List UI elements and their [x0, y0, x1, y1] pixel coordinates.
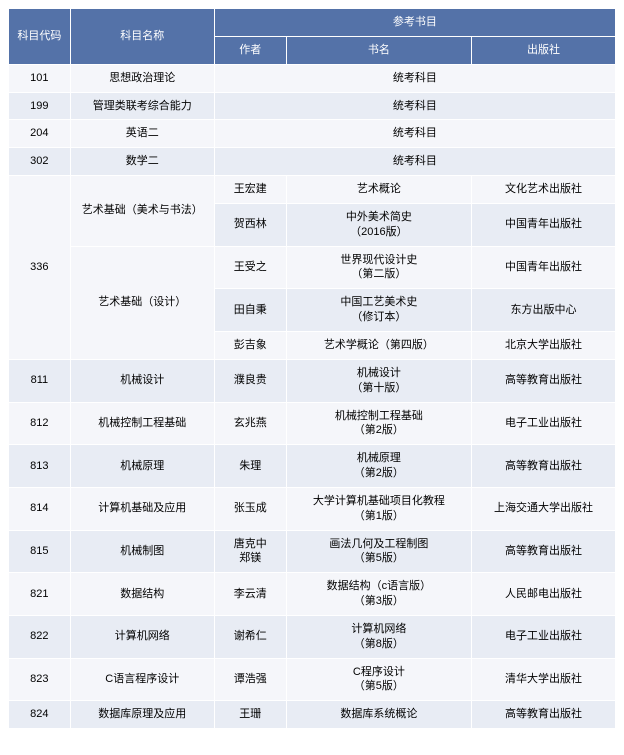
cell-publisher: 中国青年出版社	[471, 203, 615, 246]
cell-publisher: 电子工业出版社	[471, 402, 615, 445]
cell-book: C程序设计（第5版）	[286, 658, 471, 701]
cell-publisher: 高等教育出版社	[471, 445, 615, 488]
cell-book: 计算机网络（第8版）	[286, 615, 471, 658]
cell-book: 数据库系统概论	[286, 701, 471, 729]
cell-publisher: 电子工业出版社	[471, 615, 615, 658]
table-body: 101 思想政治理论 统考科目 199 管理类联考综合能力 统考科目 204 英…	[9, 64, 616, 728]
cell-book: 画法几何及工程制图（第5版）	[286, 530, 471, 573]
cell-code: 811	[9, 359, 71, 402]
cell-code: 814	[9, 487, 71, 530]
table-row: 204 英语二 统考科目	[9, 120, 616, 148]
cell-uniform: 统考科目	[214, 148, 615, 176]
cell-author: 张玉成	[214, 487, 286, 530]
cell-publisher: 文化艺术出版社	[471, 176, 615, 204]
cell-code: 823	[9, 658, 71, 701]
cell-code: 813	[9, 445, 71, 488]
cell-author: 朱理	[214, 445, 286, 488]
cell-code: 199	[9, 92, 71, 120]
cell-name: 计算机网络	[70, 615, 214, 658]
cell-uniform: 统考科目	[214, 64, 615, 92]
cell-book: 世界现代设计史（第二版）	[286, 246, 471, 289]
cell-author: 王宏建	[214, 176, 286, 204]
cell-book: 机械控制工程基础（第2版）	[286, 402, 471, 445]
cell-name: 计算机基础及应用	[70, 487, 214, 530]
th-book: 书名	[286, 36, 471, 64]
cell-publisher: 人民邮电出版社	[471, 573, 615, 616]
th-publisher: 出版社	[471, 36, 615, 64]
cell-author: 彭吉象	[214, 331, 286, 359]
cell-name: 数据结构	[70, 573, 214, 616]
cell-name: 机械设计	[70, 359, 214, 402]
cell-publisher: 高等教育出版社	[471, 530, 615, 573]
table-row: 813 机械原理 朱理 机械原理（第2版） 高等教育出版社	[9, 445, 616, 488]
cell-author: 李云清	[214, 573, 286, 616]
table-row: 824 数据库原理及应用 王珊 数据库系统概论 高等教育出版社	[9, 701, 616, 729]
cell-publisher: 高等教育出版社	[471, 701, 615, 729]
cell-code: 302	[9, 148, 71, 176]
cell-name: 英语二	[70, 120, 214, 148]
cell-book: 中国工艺美术史（修订本）	[286, 289, 471, 332]
cell-code: 824	[9, 701, 71, 729]
cell-author: 玄兆燕	[214, 402, 286, 445]
cell-code: 822	[9, 615, 71, 658]
th-author: 作者	[214, 36, 286, 64]
cell-name: 艺术基础（设计）	[70, 246, 214, 359]
subject-reference-table: 科目代码 科目名称 参考书目 作者 书名 出版社 101 思想政治理论 统考科目…	[8, 8, 616, 729]
table-row: 814 计算机基础及应用 张玉成 大学计算机基础项目化教程（第1版） 上海交通大…	[9, 487, 616, 530]
cell-publisher: 中国青年出版社	[471, 246, 615, 289]
cell-publisher: 上海交通大学出版社	[471, 487, 615, 530]
cell-code: 336	[9, 176, 71, 360]
cell-author: 唐克中郑镁	[214, 530, 286, 573]
cell-uniform: 统考科目	[214, 92, 615, 120]
cell-author: 王珊	[214, 701, 286, 729]
cell-publisher: 北京大学出版社	[471, 331, 615, 359]
th-refbooks: 参考书目	[214, 9, 615, 37]
table-row: 812 机械控制工程基础 玄兆燕 机械控制工程基础（第2版） 电子工业出版社	[9, 402, 616, 445]
cell-name: 思想政治理论	[70, 64, 214, 92]
table-row: 822 计算机网络 谢希仁 计算机网络（第8版） 电子工业出版社	[9, 615, 616, 658]
cell-book: 中外美术简史（2016版）	[286, 203, 471, 246]
cell-name: 机械控制工程基础	[70, 402, 214, 445]
cell-name: C语言程序设计	[70, 658, 214, 701]
cell-author: 谭浩强	[214, 658, 286, 701]
cell-book: 大学计算机基础项目化教程（第1版）	[286, 487, 471, 530]
table-row: 101 思想政治理论 统考科目	[9, 64, 616, 92]
table-header: 科目代码 科目名称 参考书目 作者 书名 出版社	[9, 9, 616, 65]
cell-name: 数据库原理及应用	[70, 701, 214, 729]
cell-name: 机械原理	[70, 445, 214, 488]
cell-code: 101	[9, 64, 71, 92]
cell-author: 王受之	[214, 246, 286, 289]
cell-code: 204	[9, 120, 71, 148]
cell-code: 815	[9, 530, 71, 573]
table-row: 821 数据结构 李云清 数据结构（c语言版）（第3版） 人民邮电出版社	[9, 573, 616, 616]
cell-author: 濮良贵	[214, 359, 286, 402]
cell-name: 数学二	[70, 148, 214, 176]
cell-code: 812	[9, 402, 71, 445]
cell-code: 821	[9, 573, 71, 616]
cell-author: 谢希仁	[214, 615, 286, 658]
table-row: 199 管理类联考综合能力 统考科目	[9, 92, 616, 120]
cell-uniform: 统考科目	[214, 120, 615, 148]
cell-book: 机械设计（第十版）	[286, 359, 471, 402]
cell-book: 数据结构（c语言版）（第3版）	[286, 573, 471, 616]
th-name: 科目名称	[70, 9, 214, 65]
table-row: 823 C语言程序设计 谭浩强 C程序设计（第5版） 清华大学出版社	[9, 658, 616, 701]
cell-book: 艺术概论	[286, 176, 471, 204]
table-row: 302 数学二 统考科目	[9, 148, 616, 176]
table-row: 811 机械设计 濮良贵 机械设计（第十版） 高等教育出版社	[9, 359, 616, 402]
cell-book: 艺术学概论（第四版）	[286, 331, 471, 359]
cell-name: 艺术基础（美术与书法）	[70, 176, 214, 247]
cell-author: 田自秉	[214, 289, 286, 332]
th-code: 科目代码	[9, 9, 71, 65]
cell-name: 机械制图	[70, 530, 214, 573]
cell-book: 机械原理（第2版）	[286, 445, 471, 488]
cell-publisher: 东方出版中心	[471, 289, 615, 332]
cell-publisher: 高等教育出版社	[471, 359, 615, 402]
cell-publisher: 清华大学出版社	[471, 658, 615, 701]
cell-name: 管理类联考综合能力	[70, 92, 214, 120]
cell-author: 贺西林	[214, 203, 286, 246]
table-row: 815 机械制图 唐克中郑镁 画法几何及工程制图（第5版） 高等教育出版社	[9, 530, 616, 573]
table-row: 艺术基础（设计） 王受之 世界现代设计史（第二版） 中国青年出版社	[9, 246, 616, 289]
table-row: 336 艺术基础（美术与书法） 王宏建 艺术概论 文化艺术出版社	[9, 176, 616, 204]
